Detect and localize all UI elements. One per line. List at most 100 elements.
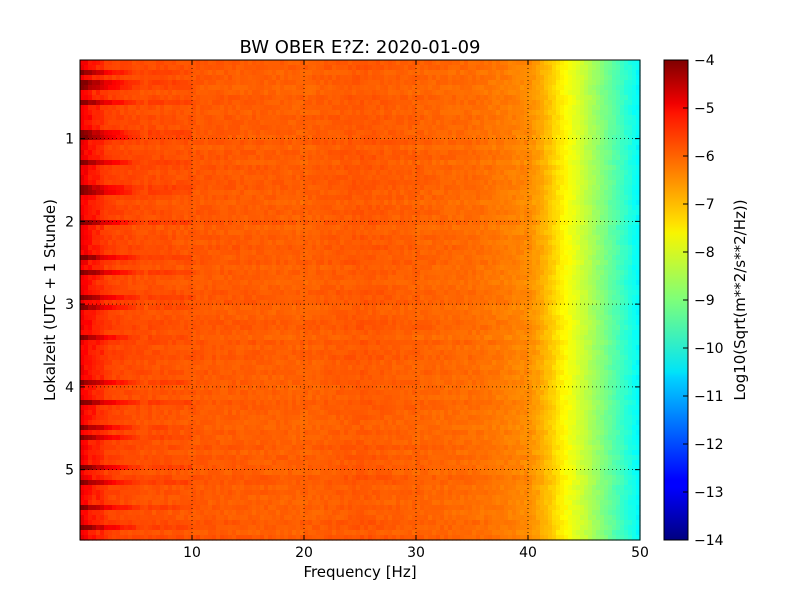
heatmap-cell: [152, 190, 157, 196]
heatmap-cell: [580, 95, 585, 101]
heatmap-cell: [264, 90, 269, 96]
heatmap-cell: [288, 70, 293, 76]
heatmap-cell: [368, 160, 373, 166]
heatmap-cell: [216, 225, 221, 231]
heatmap-cell: [168, 190, 173, 196]
heatmap-cell: [496, 110, 501, 116]
heatmap-cell: [580, 215, 585, 221]
heatmap-cell: [120, 200, 125, 206]
heatmap-cell: [172, 90, 177, 96]
heatmap-cell: [408, 230, 413, 236]
heatmap-cell: [564, 125, 569, 131]
heatmap-cell: [108, 175, 113, 181]
heatmap-cell: [284, 230, 289, 236]
heatmap-cell: [280, 125, 285, 131]
heatmap-cell: [616, 150, 621, 156]
heatmap-cell: [132, 160, 137, 166]
heatmap-cell: [600, 230, 605, 236]
heatmap-cell: [336, 85, 341, 91]
heatmap-cell: [460, 120, 465, 126]
heatmap-cell: [512, 170, 517, 176]
heatmap-cell: [236, 145, 241, 151]
heatmap-cell: [584, 95, 589, 101]
heatmap-cell: [264, 105, 269, 111]
heatmap-cell: [516, 160, 521, 166]
heatmap-cell: [392, 150, 397, 156]
heatmap-cell: [388, 175, 393, 181]
heatmap-cell: [600, 90, 605, 96]
heatmap-cell: [404, 160, 409, 166]
heatmap-cell: [584, 170, 589, 176]
heatmap-cell: [156, 60, 161, 66]
heatmap-cell: [628, 75, 633, 81]
heatmap-cell: [324, 120, 329, 126]
heatmap-cell: [224, 135, 229, 141]
heatmap-cell: [92, 65, 97, 71]
heatmap-cell: [476, 100, 481, 106]
heatmap-cell: [388, 185, 393, 191]
heatmap-cell: [528, 145, 533, 151]
heatmap-cell: [104, 235, 109, 241]
heatmap-cell: [436, 80, 441, 86]
heatmap-cell: [404, 210, 409, 216]
heatmap-cell: [488, 70, 493, 76]
heatmap-cell: [312, 135, 317, 141]
heatmap-cell: [352, 220, 357, 226]
heatmap-cell: [248, 190, 253, 196]
heatmap-cell: [276, 230, 281, 236]
heatmap-cell: [468, 95, 473, 101]
heatmap-cell: [448, 85, 453, 91]
heatmap-cell: [484, 80, 489, 86]
heatmap-cell: [208, 95, 213, 101]
heatmap-cell: [324, 210, 329, 216]
heatmap-cell: [424, 75, 429, 81]
heatmap-cell: [596, 165, 601, 171]
heatmap-cell: [572, 135, 577, 141]
heatmap-cell: [100, 110, 105, 116]
heatmap-cell: [444, 150, 449, 156]
heatmap-cell: [168, 200, 173, 206]
heatmap-cell: [288, 130, 293, 136]
heatmap-cell: [624, 220, 629, 226]
heatmap-cell: [608, 190, 613, 196]
heatmap-cell: [600, 100, 605, 106]
heatmap-cell: [148, 140, 153, 146]
heatmap-cell: [564, 85, 569, 91]
heatmap-cell: [280, 170, 285, 176]
heatmap-cell: [512, 90, 517, 96]
heatmap-cell: [516, 125, 521, 131]
heatmap-cell: [580, 125, 585, 131]
heatmap-cell: [628, 230, 633, 236]
heatmap-cell: [552, 75, 557, 81]
heatmap-cell: [212, 235, 217, 241]
heatmap-cell: [544, 65, 549, 71]
heatmap-cell: [568, 150, 573, 156]
heatmap-cell: [532, 130, 537, 136]
heatmap-cell: [316, 135, 321, 141]
heatmap-cell: [584, 135, 589, 141]
heatmap-cell: [600, 75, 605, 81]
heatmap-cell: [380, 60, 385, 66]
heatmap-cell: [396, 185, 401, 191]
heatmap-cell: [164, 90, 169, 96]
heatmap-cell: [180, 130, 185, 136]
heatmap-cell: [340, 170, 345, 176]
heatmap-cell: [608, 115, 613, 121]
heatmap-cell: [128, 190, 133, 196]
heatmap-cell: [172, 220, 177, 226]
heatmap-cell: [544, 105, 549, 111]
heatmap-cell: [636, 120, 641, 126]
heatmap-cell: [164, 100, 169, 106]
heatmap-cell: [204, 210, 209, 216]
heatmap-cell: [444, 230, 449, 236]
heatmap-cell: [536, 190, 541, 196]
heatmap-cell: [200, 165, 205, 171]
heatmap-cell: [384, 95, 389, 101]
heatmap-cell: [256, 235, 261, 241]
heatmap-cell: [416, 175, 421, 181]
heatmap-cell: [564, 205, 569, 211]
heatmap-cell: [548, 110, 553, 116]
heatmap-cell: [492, 110, 497, 116]
heatmap-cell: [356, 180, 361, 186]
heatmap-cell: [328, 120, 333, 126]
